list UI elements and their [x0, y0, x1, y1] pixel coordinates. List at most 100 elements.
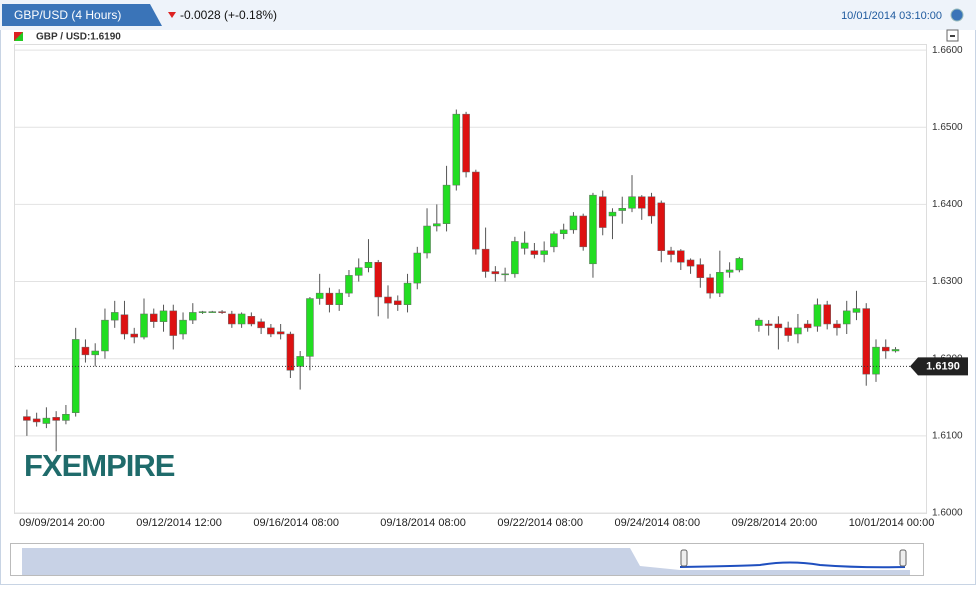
- candle-body: [618, 208, 626, 211]
- quote-icon-red: [14, 32, 23, 41]
- candle-body: [315, 292, 324, 299]
- candle-body: [501, 273, 509, 276]
- candle-body: [247, 316, 256, 325]
- candle-body: [452, 113, 461, 186]
- candle-body: [169, 310, 178, 336]
- x-tick-label: 09/22/2014 08:00: [497, 517, 583, 529]
- title-tab: [2, 4, 162, 26]
- candle-body: [32, 418, 41, 423]
- x-tick-label: 09/18/2014 08:00: [380, 517, 466, 529]
- candle-body: [101, 319, 109, 352]
- navigator-line: [679, 561, 906, 569]
- candle-body: [833, 323, 841, 329]
- candle-body: [189, 312, 197, 321]
- candle-body: [686, 259, 695, 267]
- x-tick-label: 09/28/2014 20:00: [732, 517, 818, 529]
- candle-body: [511, 241, 519, 275]
- candle-body: [520, 242, 529, 249]
- title: GBP/USD (4 Hours): [14, 8, 121, 22]
- candle-body: [267, 327, 275, 335]
- candle-body: [179, 319, 187, 335]
- y-tick-label: 1.6600: [932, 45, 963, 56]
- candle-body: [813, 304, 822, 327]
- candle-body: [237, 313, 246, 325]
- candle-body: [872, 346, 880, 375]
- candle-body: [755, 319, 763, 326]
- candle-body: [345, 275, 353, 294]
- navigator-handle[interactable]: [680, 549, 688, 567]
- candle-body: [589, 194, 597, 265]
- candle-body: [481, 248, 490, 272]
- candle-body: [716, 272, 724, 294]
- candle-body: [462, 113, 470, 173]
- x-tick-label: 09/09/2014 20:00: [19, 517, 105, 529]
- down-arrow: [168, 12, 176, 18]
- timestamp: 10/01/2014 03:10:00: [841, 10, 942, 22]
- candle-body: [374, 262, 382, 298]
- candle-body: [159, 310, 168, 322]
- candle-body: [23, 416, 31, 421]
- candle-body: [71, 339, 80, 413]
- candle-body: [852, 308, 861, 313]
- candle-body: [354, 267, 363, 276]
- candle-body: [569, 215, 578, 231]
- candle-body: [403, 282, 412, 305]
- y-tick-label: 1.6100: [932, 430, 963, 441]
- candle-body: [52, 417, 60, 421]
- candle-body: [130, 333, 138, 338]
- candle-body: [110, 312, 119, 321]
- candle-body: [608, 211, 617, 217]
- candle-body: [579, 215, 587, 248]
- candle-body: [862, 308, 870, 375]
- candle-body: [842, 310, 851, 325]
- candle-body: [706, 277, 714, 294]
- candle-body: [491, 271, 500, 275]
- candle-body: [276, 331, 285, 335]
- x-tick-label: 10/01/2014 00:00: [849, 517, 935, 529]
- y-tick-label: 1.6400: [932, 199, 963, 210]
- x-tick-label: 09/24/2014 08:00: [614, 517, 700, 529]
- y-tick-label: 1.6500: [932, 122, 963, 133]
- candle-body: [550, 233, 558, 248]
- candle-body: [91, 350, 99, 356]
- candle-body: [208, 311, 217, 313]
- candle-body: [725, 269, 734, 273]
- candle-body: [559, 229, 568, 234]
- candle-body: [764, 323, 773, 326]
- candle-body: [433, 223, 441, 227]
- refresh-button[interactable]: [950, 8, 964, 22]
- candle-body: [228, 313, 236, 325]
- candle-body: [325, 292, 334, 305]
- candle-body: [120, 314, 129, 335]
- candle-body: [364, 262, 373, 268]
- candle-body: [306, 298, 314, 357]
- last-price-box: [910, 357, 968, 376]
- candle-body: [696, 264, 705, 278]
- candle-body: [628, 196, 636, 209]
- candle-body: [667, 250, 675, 255]
- candle-body: [42, 417, 51, 424]
- candle-body: [794, 327, 802, 335]
- candle-body: [882, 346, 890, 352]
- candle-body: [598, 196, 607, 228]
- last-price-label: 1.6190: [926, 360, 960, 372]
- plot-frame: [14, 44, 927, 514]
- candle-body: [257, 321, 265, 329]
- candle-body: [784, 327, 792, 336]
- candle-body: [823, 304, 831, 325]
- candle-body: [296, 356, 304, 367]
- candle-body: [735, 258, 744, 271]
- logo: FXEMPIRE: [24, 448, 175, 483]
- quote: GBP / USD:1.6190: [36, 32, 121, 43]
- candle-body: [530, 250, 539, 255]
- candle-body: [218, 311, 226, 313]
- candle-body: [81, 346, 90, 356]
- candle-body: [472, 171, 480, 250]
- candle-body: [803, 323, 812, 329]
- change: -0.0028 (+-0.18%): [180, 8, 277, 22]
- navigator-area: [22, 548, 910, 575]
- candle-body: [677, 250, 685, 263]
- navigator-handle[interactable]: [899, 549, 907, 567]
- candle-body: [647, 196, 656, 217]
